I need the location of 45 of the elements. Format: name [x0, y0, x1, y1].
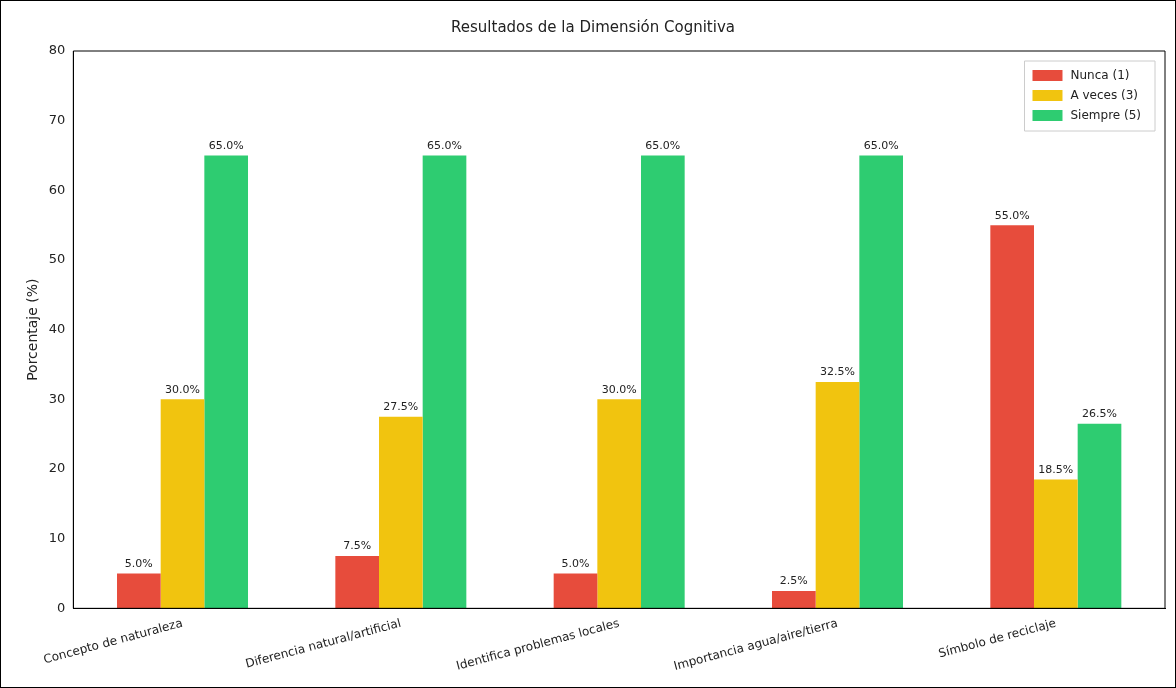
y-tick-label: 70: [48, 112, 66, 128]
data-label: 65.0%: [427, 138, 462, 152]
legend-label: Nunca (1): [1070, 68, 1130, 83]
data-label: 65.0%: [208, 138, 244, 152]
legend-label: Siempre (5): [1070, 108, 1142, 123]
data-label: 7.5%: [343, 539, 372, 553]
bar: [422, 155, 467, 609]
bar: [597, 399, 641, 609]
y-tick-label: 80: [48, 42, 66, 58]
bar: [1034, 479, 1078, 609]
data-label: 55.0%: [994, 208, 1030, 222]
y-tick-label: 0: [57, 599, 66, 615]
bar: [117, 573, 161, 609]
y-tick-label: 10: [48, 530, 66, 546]
x-tick-label: Símbolo de reciclaje: [937, 615, 1058, 661]
bar: [160, 399, 205, 609]
data-label: 5.0%: [561, 556, 590, 570]
bar: [641, 155, 685, 609]
bar: [990, 225, 1034, 609]
data-label: 65.0%: [863, 138, 899, 152]
data-label: 2.5%: [779, 574, 808, 588]
data-label: 5.0%: [124, 556, 153, 570]
y-tick-label: 40: [48, 321, 66, 337]
bar: [815, 381, 860, 609]
bar: [335, 556, 380, 609]
bar: [379, 416, 423, 609]
data-label: 18.5%: [1038, 462, 1074, 476]
bar: [204, 155, 249, 609]
legend-label: A veces (3): [1070, 88, 1139, 103]
data-label: 32.5%: [820, 365, 855, 379]
y-tick-label: 50: [48, 251, 66, 267]
y-tick-label: 60: [48, 181, 66, 197]
data-label: 65.0%: [645, 138, 681, 152]
chart-title: Resultados de la Dimensión Cognitiva: [451, 17, 735, 36]
data-label: 30.0%: [601, 382, 637, 396]
data-label: 26.5%: [1082, 407, 1117, 421]
y-tick-label: 30: [48, 390, 66, 406]
bar: [553, 573, 598, 609]
bar: [859, 155, 903, 609]
bar: [772, 590, 816, 609]
data-label: 27.5%: [383, 400, 419, 414]
y-tick-label: 20: [48, 460, 66, 476]
data-label: 30.0%: [165, 382, 200, 396]
bar: [1077, 423, 1122, 609]
y-axis-title: Porcentaje (%): [24, 278, 41, 381]
